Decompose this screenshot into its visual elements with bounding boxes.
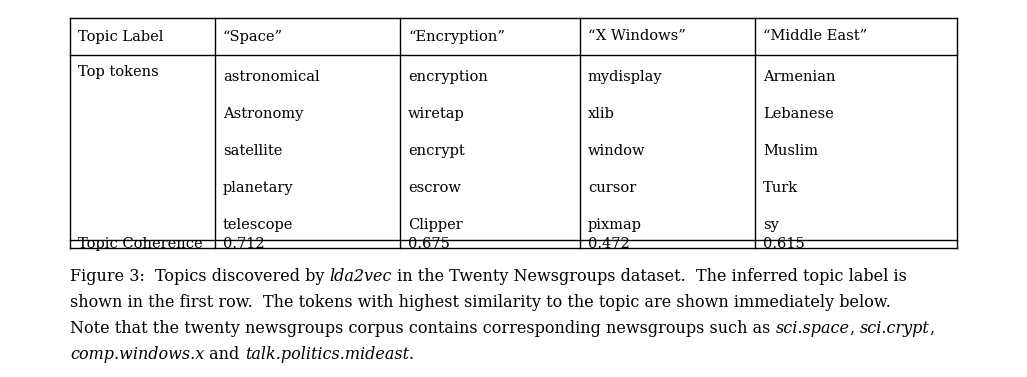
Text: talk.politics.mideast: talk.politics.mideast <box>244 346 409 363</box>
Text: lda2vec: lda2vec <box>330 268 392 285</box>
Text: Astronomy: Astronomy <box>223 107 303 121</box>
Text: sci.space: sci.space <box>775 320 849 337</box>
Text: 0.675: 0.675 <box>408 237 450 251</box>
Text: Lebanese: Lebanese <box>763 107 834 121</box>
Text: ,: , <box>849 320 860 337</box>
Text: Turk: Turk <box>763 181 798 195</box>
Text: encrypt: encrypt <box>408 144 465 158</box>
Text: “Middle East”: “Middle East” <box>763 29 867 43</box>
Text: Topics discovered by: Topics discovered by <box>155 268 330 285</box>
Text: xlib: xlib <box>588 107 615 121</box>
Text: Topic Label: Topic Label <box>78 29 163 43</box>
Text: 0.712: 0.712 <box>223 237 265 251</box>
Text: and: and <box>204 346 244 363</box>
Text: mydisplay: mydisplay <box>588 70 662 84</box>
Text: Muslim: Muslim <box>763 144 819 158</box>
Text: 0.615: 0.615 <box>763 237 805 251</box>
Text: planetary: planetary <box>223 181 294 195</box>
Text: Topic Coherence: Topic Coherence <box>78 237 202 251</box>
Text: “Space”: “Space” <box>223 29 283 43</box>
Text: “Encryption”: “Encryption” <box>408 29 505 43</box>
Text: Top tokens: Top tokens <box>78 65 159 79</box>
Text: Figure 3:: Figure 3: <box>70 268 155 285</box>
Text: comp.windows.x: comp.windows.x <box>70 346 204 363</box>
Text: 0.472: 0.472 <box>588 237 630 251</box>
Text: ,: , <box>929 320 935 337</box>
Text: sy: sy <box>763 218 778 232</box>
Text: Note that the twenty newsgroups corpus contains corresponding newsgroups such as: Note that the twenty newsgroups corpus c… <box>70 320 775 337</box>
Text: sci.crypt: sci.crypt <box>860 320 929 337</box>
Text: in the Twenty Newsgroups dataset.  The inferred topic label is: in the Twenty Newsgroups dataset. The in… <box>392 268 907 285</box>
Text: Armenian: Armenian <box>763 70 836 84</box>
Text: astronomical: astronomical <box>223 70 319 84</box>
Text: telescope: telescope <box>223 218 294 232</box>
Text: satellite: satellite <box>223 144 282 158</box>
Text: escrow: escrow <box>408 181 461 195</box>
Text: Clipper: Clipper <box>408 218 463 232</box>
Text: shown in the first row.  The tokens with highest similarity to the topic are sho: shown in the first row. The tokens with … <box>70 294 890 311</box>
Text: .: . <box>409 346 414 363</box>
Text: pixmap: pixmap <box>588 218 642 232</box>
Text: encryption: encryption <box>408 70 488 84</box>
Text: cursor: cursor <box>588 181 637 195</box>
Text: wiretap: wiretap <box>408 107 465 121</box>
Text: window: window <box>588 144 646 158</box>
Text: “X Windows”: “X Windows” <box>588 29 686 43</box>
